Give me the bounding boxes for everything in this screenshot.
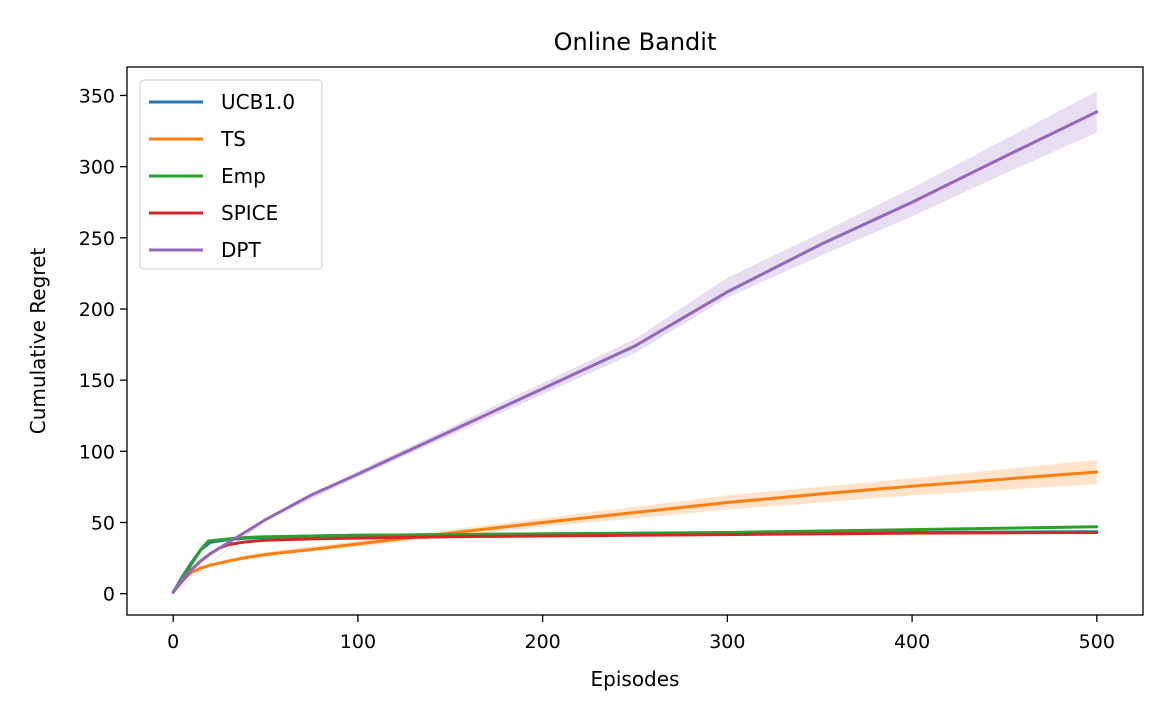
x-tick-label: 300 bbox=[709, 631, 745, 653]
x-axis-label: Episodes bbox=[591, 667, 680, 691]
y-tick-label: 300 bbox=[79, 157, 115, 179]
series-line-emp bbox=[171, 525, 1099, 594]
x-tick-label: 400 bbox=[894, 631, 930, 653]
y-tick-label: 100 bbox=[79, 441, 115, 463]
confidence-bands bbox=[173, 91, 1097, 593]
y-axis-ticks: 0 50 100 150 200 250 300 350 bbox=[79, 85, 127, 606]
y-tick-label: 250 bbox=[79, 228, 115, 250]
series-line-dpt bbox=[171, 110, 1099, 594]
x-tick-label: 200 bbox=[525, 631, 561, 653]
x-tick-label: 100 bbox=[340, 631, 376, 653]
plot-frame bbox=[126, 66, 1144, 616]
legend-label: TS bbox=[220, 127, 246, 151]
band-ts bbox=[173, 459, 1097, 593]
legend-box bbox=[139, 79, 323, 270]
chart-title: Online Bandit bbox=[554, 28, 717, 56]
y-tick-label: 200 bbox=[79, 299, 115, 321]
y-tick-label: 0 bbox=[103, 584, 115, 606]
legend-label: SPICE bbox=[221, 201, 278, 225]
y-tick-label: 150 bbox=[79, 370, 115, 392]
legend-label: Emp bbox=[221, 164, 266, 188]
x-tick-label: 500 bbox=[1079, 631, 1115, 653]
y-axis-label: Cumulative Regret bbox=[26, 248, 50, 435]
x-tick-label: 0 bbox=[167, 631, 179, 653]
legend-label: DPT bbox=[221, 238, 261, 262]
legend: UCB1.0 TS Emp SPICE DPT bbox=[139, 79, 323, 270]
band-dpt bbox=[173, 91, 1097, 593]
y-tick-label: 50 bbox=[91, 512, 115, 534]
legend-label: UCB1.0 bbox=[221, 90, 295, 114]
series-lines bbox=[171, 110, 1099, 594]
y-tick-label: 350 bbox=[79, 85, 115, 107]
x-axis-ticks: 0 100 200 300 400 500 bbox=[167, 615, 1115, 653]
series-line-ts bbox=[171, 470, 1099, 594]
